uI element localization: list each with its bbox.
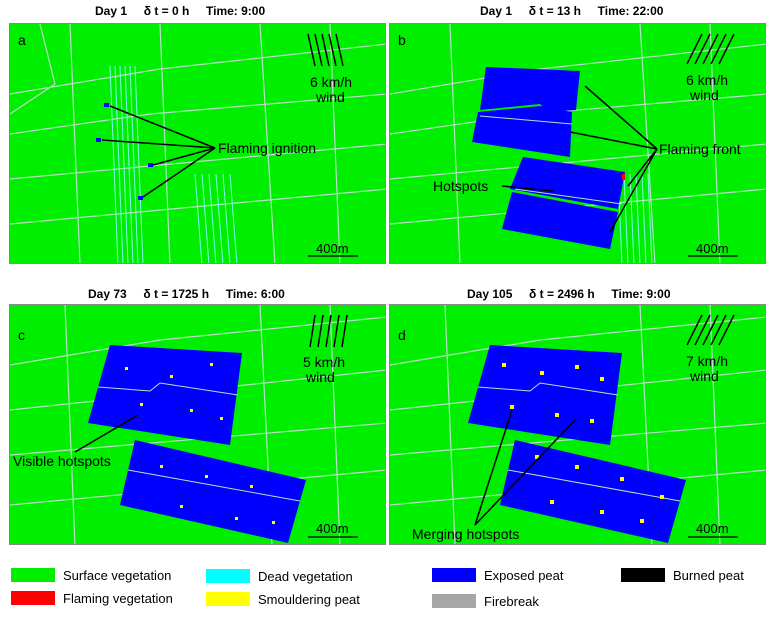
panel-b-letter: b [398, 32, 406, 48]
panel-a-flaming-ignition-label: Flaming ignition [218, 140, 317, 156]
panel-b-scale-label: 400m [696, 241, 729, 256]
panel-b-annotation-arrows [501, 85, 658, 233]
panel-b-wind-arrows [686, 33, 735, 65]
legend-dead-vegetation-label: Dead vegetation [258, 568, 353, 584]
panel-b-time: Time: 22:00 [597, 4, 664, 18]
panel-c-wind-arrows [309, 314, 348, 348]
panel-d-merging-hotspots-label: Merging hotspots [412, 526, 520, 542]
panel-a-wind-speed: 6 km/h [310, 74, 353, 90]
legend-exposed-peat-swatch [432, 568, 476, 582]
legend-flaming-vegetation-label: Flaming vegetation [63, 590, 173, 606]
panel-d-time: Time: 9:00 [611, 287, 671, 301]
panel-b-hotspots-label: Hotspots [433, 178, 489, 194]
panel-a-letter: a [18, 32, 26, 48]
legend-burned-peat-swatch [621, 568, 665, 582]
panel-c: c 5 km/h wind Visible hotspots 400m [9, 304, 386, 545]
panel-b-map [390, 24, 765, 263]
panel-c-title: Day 73 δ t = 1725 h Time: 6:00 [88, 287, 285, 303]
panel-b-exposed-peat [472, 67, 625, 249]
panel-a-ignition-arrows [101, 105, 216, 198]
panel-c-exposed-peat [88, 345, 306, 543]
panel-d-smouldering-hotspots [502, 363, 664, 523]
panel-a-wind-arrows [307, 33, 344, 67]
legend-exposed-peat-label: Exposed peat [484, 567, 564, 583]
panel-c-letter: c [18, 327, 25, 343]
panel-a-map [10, 24, 385, 263]
panel-a-dt: δ t = 0 h [143, 4, 190, 18]
panel-d-exposed-peat [468, 345, 686, 543]
panel-c-time: Time: 6:00 [225, 287, 285, 301]
panel-c-wind-speed: 5 km/h [303, 354, 346, 370]
panel-c-scale-label: 400m [316, 521, 349, 536]
legend-dead-vegetation-swatch [206, 569, 250, 583]
panel-d-internal-roads [477, 382, 681, 502]
panel-a-scale-label: 400m [316, 241, 349, 256]
legend-burned-peat: Burned peat [621, 567, 744, 583]
legend-smouldering-peat: Smouldering peat [206, 591, 360, 607]
panel-a-wind-label: wind [316, 89, 345, 105]
panel-a: a 6 km/h wind Flaming ignition 400m [9, 23, 386, 264]
panel-a-time: Time: 9:00 [206, 4, 266, 18]
panel-d-wind-speed: 7 km/h [686, 353, 729, 369]
panel-a-roads [10, 24, 385, 263]
panel-d-wind-label: wind [690, 368, 719, 384]
panel-b-wind-label: wind [690, 87, 719, 103]
legend-burned-peat-label: Burned peat [673, 567, 744, 583]
panel-c-annotation-arrows [74, 414, 139, 453]
panel-d-dt: δ t = 2496 h [529, 287, 595, 301]
panel-d: d 7 km/h wind Merging hotspots 400m [389, 304, 766, 545]
panel-d-scale-label: 400m [696, 521, 729, 536]
panel-a-dead-vegetation-strips [109, 65, 238, 263]
legend-flaming-vegetation: Flaming vegetation [11, 590, 173, 606]
panel-c-map [10, 305, 385, 544]
panel-c-day: Day 73 [88, 287, 127, 301]
panel-b-flaming-front-label: Flaming front [659, 141, 741, 157]
panel-a-title: Day 1 δ t = 0 h Time: 9:00 [95, 4, 265, 20]
legend-firebreak: Firebreak [432, 593, 539, 609]
panel-b-flaming-front [622, 174, 625, 180]
legend-exposed-peat: Exposed peat [432, 567, 564, 583]
panel-b-internal-roads [479, 115, 623, 205]
panel-b: b 6 km/h wind Flaming front Hotspots 400… [389, 23, 766, 264]
panel-c-smouldering-hotspots [125, 363, 275, 524]
legend-surface-vegetation-label: Surface vegetation [63, 567, 172, 583]
panel-a-day: Day 1 [95, 4, 128, 18]
panel-b-title: Day 1 δ t = 13 h Time: 22:00 [480, 4, 663, 20]
legend-dead-vegetation: Dead vegetation [206, 568, 353, 584]
legend-smouldering-peat-swatch [206, 592, 250, 606]
legend-surface-vegetation: Surface vegetation [11, 567, 171, 583]
legend-firebreak-label: Firebreak [484, 593, 539, 609]
panel-d-wind-arrows [686, 314, 735, 346]
panel-a-ignition-points [96, 103, 153, 200]
panel-b-dt: δ t = 13 h [528, 4, 581, 18]
panel-c-internal-roads [97, 382, 301, 502]
panel-d-day: Day 105 [467, 287, 513, 301]
legend-smouldering-peat-label: Smouldering peat [258, 591, 360, 607]
panel-d-map [390, 305, 765, 544]
legend-surface-vegetation-swatch [11, 568, 55, 582]
panel-d-title: Day 105 δ t = 2496 h Time: 9:00 [467, 287, 671, 303]
legend-flaming-vegetation-swatch [11, 591, 55, 605]
panel-b-day: Day 1 [480, 4, 513, 18]
panel-d-letter: d [398, 327, 406, 343]
panel-c-dt: δ t = 1725 h [143, 287, 210, 301]
legend-firebreak-swatch [432, 594, 476, 608]
panel-c-visible-hotspots-label: Visible hotspots [13, 453, 111, 469]
panel-b-wind-speed: 6 km/h [686, 72, 729, 88]
panel-c-wind-label: wind [306, 369, 335, 385]
panel-d-annotation-arrows [474, 409, 576, 526]
